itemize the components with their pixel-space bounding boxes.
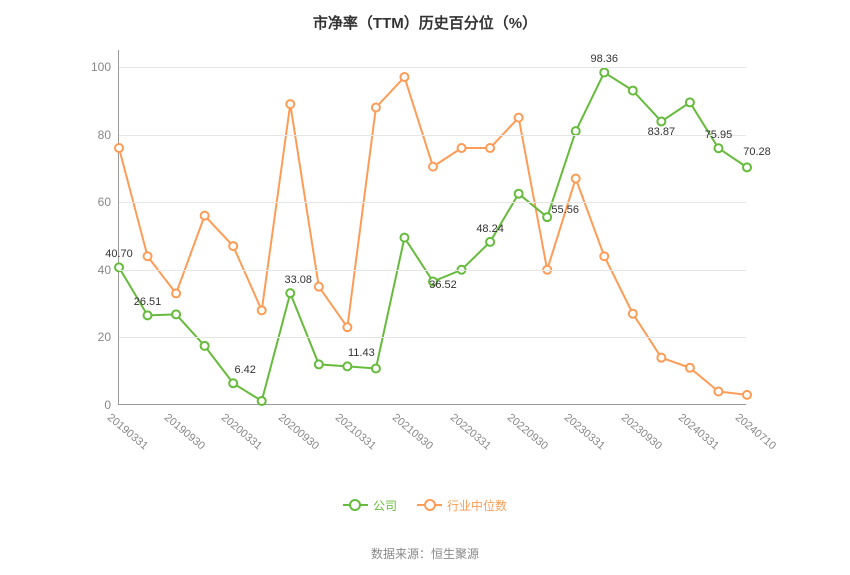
data-label: 11.43	[348, 347, 375, 359]
data-label: 48.24	[476, 223, 504, 235]
series-marker	[144, 252, 152, 260]
y-tick-label: 20	[98, 330, 119, 344]
series-marker	[572, 174, 580, 182]
series-marker	[657, 354, 665, 362]
x-tick-label: 20200930	[276, 404, 328, 452]
series-marker	[600, 68, 608, 76]
series-marker	[286, 100, 294, 108]
x-tick-label: 20190930	[162, 404, 214, 452]
series-marker	[201, 342, 209, 350]
series-marker	[315, 283, 323, 291]
data-label: 40.70	[105, 248, 133, 260]
x-tick-label: 20240331	[676, 404, 728, 452]
data-label: 6.42	[234, 364, 255, 376]
series-marker	[172, 310, 180, 318]
legend-swatch-icon	[343, 504, 368, 506]
series-marker	[229, 242, 237, 250]
grid-line	[119, 67, 746, 68]
series-marker	[629, 87, 637, 95]
data-label: 75.95	[705, 129, 733, 141]
series-marker	[515, 114, 523, 122]
x-tick-label: 20230331	[562, 404, 614, 452]
x-tick-label: 20200331	[219, 404, 271, 452]
series-marker	[229, 379, 237, 387]
legend-label: 行业中位数	[447, 497, 507, 514]
series-marker	[686, 364, 694, 372]
series-marker	[515, 190, 523, 198]
legend-swatch-icon	[417, 504, 442, 506]
data-label: 98.36	[591, 53, 619, 65]
series-marker	[258, 397, 266, 405]
series-marker	[258, 306, 266, 314]
series-line	[119, 72, 747, 400]
grid-line	[119, 202, 746, 203]
series-marker	[400, 234, 408, 242]
chart-title: 市净率（TTM）历史百分位（%）	[0, 0, 850, 33]
series-marker	[372, 103, 380, 111]
series-marker	[372, 364, 380, 372]
series-marker	[400, 73, 408, 81]
series-line	[119, 77, 747, 395]
plot-svg	[119, 50, 747, 405]
x-tick-label: 20230930	[619, 404, 671, 452]
x-tick-label: 20210331	[333, 404, 385, 452]
x-tick-label: 20220331	[447, 404, 499, 452]
legend-item[interactable]: 公司	[343, 497, 397, 514]
series-marker	[343, 362, 351, 370]
x-tick-label: 20220930	[504, 404, 556, 452]
data-label: 55.56	[551, 204, 579, 216]
y-tick-label: 80	[98, 128, 119, 142]
data-label: 33.08	[285, 274, 313, 286]
series-marker	[286, 289, 294, 297]
data-label: 26.51	[134, 296, 162, 308]
series-marker	[686, 98, 694, 106]
series-marker	[486, 144, 494, 152]
series-marker	[429, 163, 437, 171]
series-marker	[172, 289, 180, 297]
y-tick-label: 100	[91, 60, 119, 74]
series-marker	[458, 144, 466, 152]
y-tick-label: 40	[98, 263, 119, 277]
x-tick-label: 20240710	[733, 404, 785, 452]
legend: 公司 行业中位数	[0, 495, 850, 514]
series-marker	[543, 213, 551, 221]
series-marker	[714, 144, 722, 152]
data-label: 83.87	[648, 126, 676, 138]
series-marker	[714, 387, 722, 395]
x-tick-label: 20190331	[105, 404, 157, 452]
legend-item[interactable]: 行业中位数	[417, 497, 507, 514]
series-marker	[743, 391, 751, 399]
series-marker	[486, 238, 494, 246]
series-marker	[115, 144, 123, 152]
series-marker	[629, 310, 637, 318]
x-tick-label: 20210930	[390, 404, 442, 452]
data-label: 70.28	[743, 146, 771, 158]
series-marker	[743, 163, 751, 171]
legend-label: 公司	[373, 497, 397, 514]
series-marker	[201, 212, 209, 220]
chart-container: 市净率（TTM）历史百分位（%） 02040608010020190331201…	[0, 0, 850, 575]
grid-line	[119, 337, 746, 338]
data-label: 36.52	[429, 278, 457, 290]
series-marker	[343, 323, 351, 331]
series-marker	[315, 360, 323, 368]
plot-area: 0204060801002019033120190930202003312020…	[118, 50, 746, 405]
data-source: 数据来源：恒生聚源	[0, 545, 850, 562]
y-tick-label: 60	[98, 195, 119, 209]
grid-line	[119, 270, 746, 271]
series-marker	[600, 252, 608, 260]
series-marker	[144, 311, 152, 319]
series-marker	[657, 117, 665, 125]
